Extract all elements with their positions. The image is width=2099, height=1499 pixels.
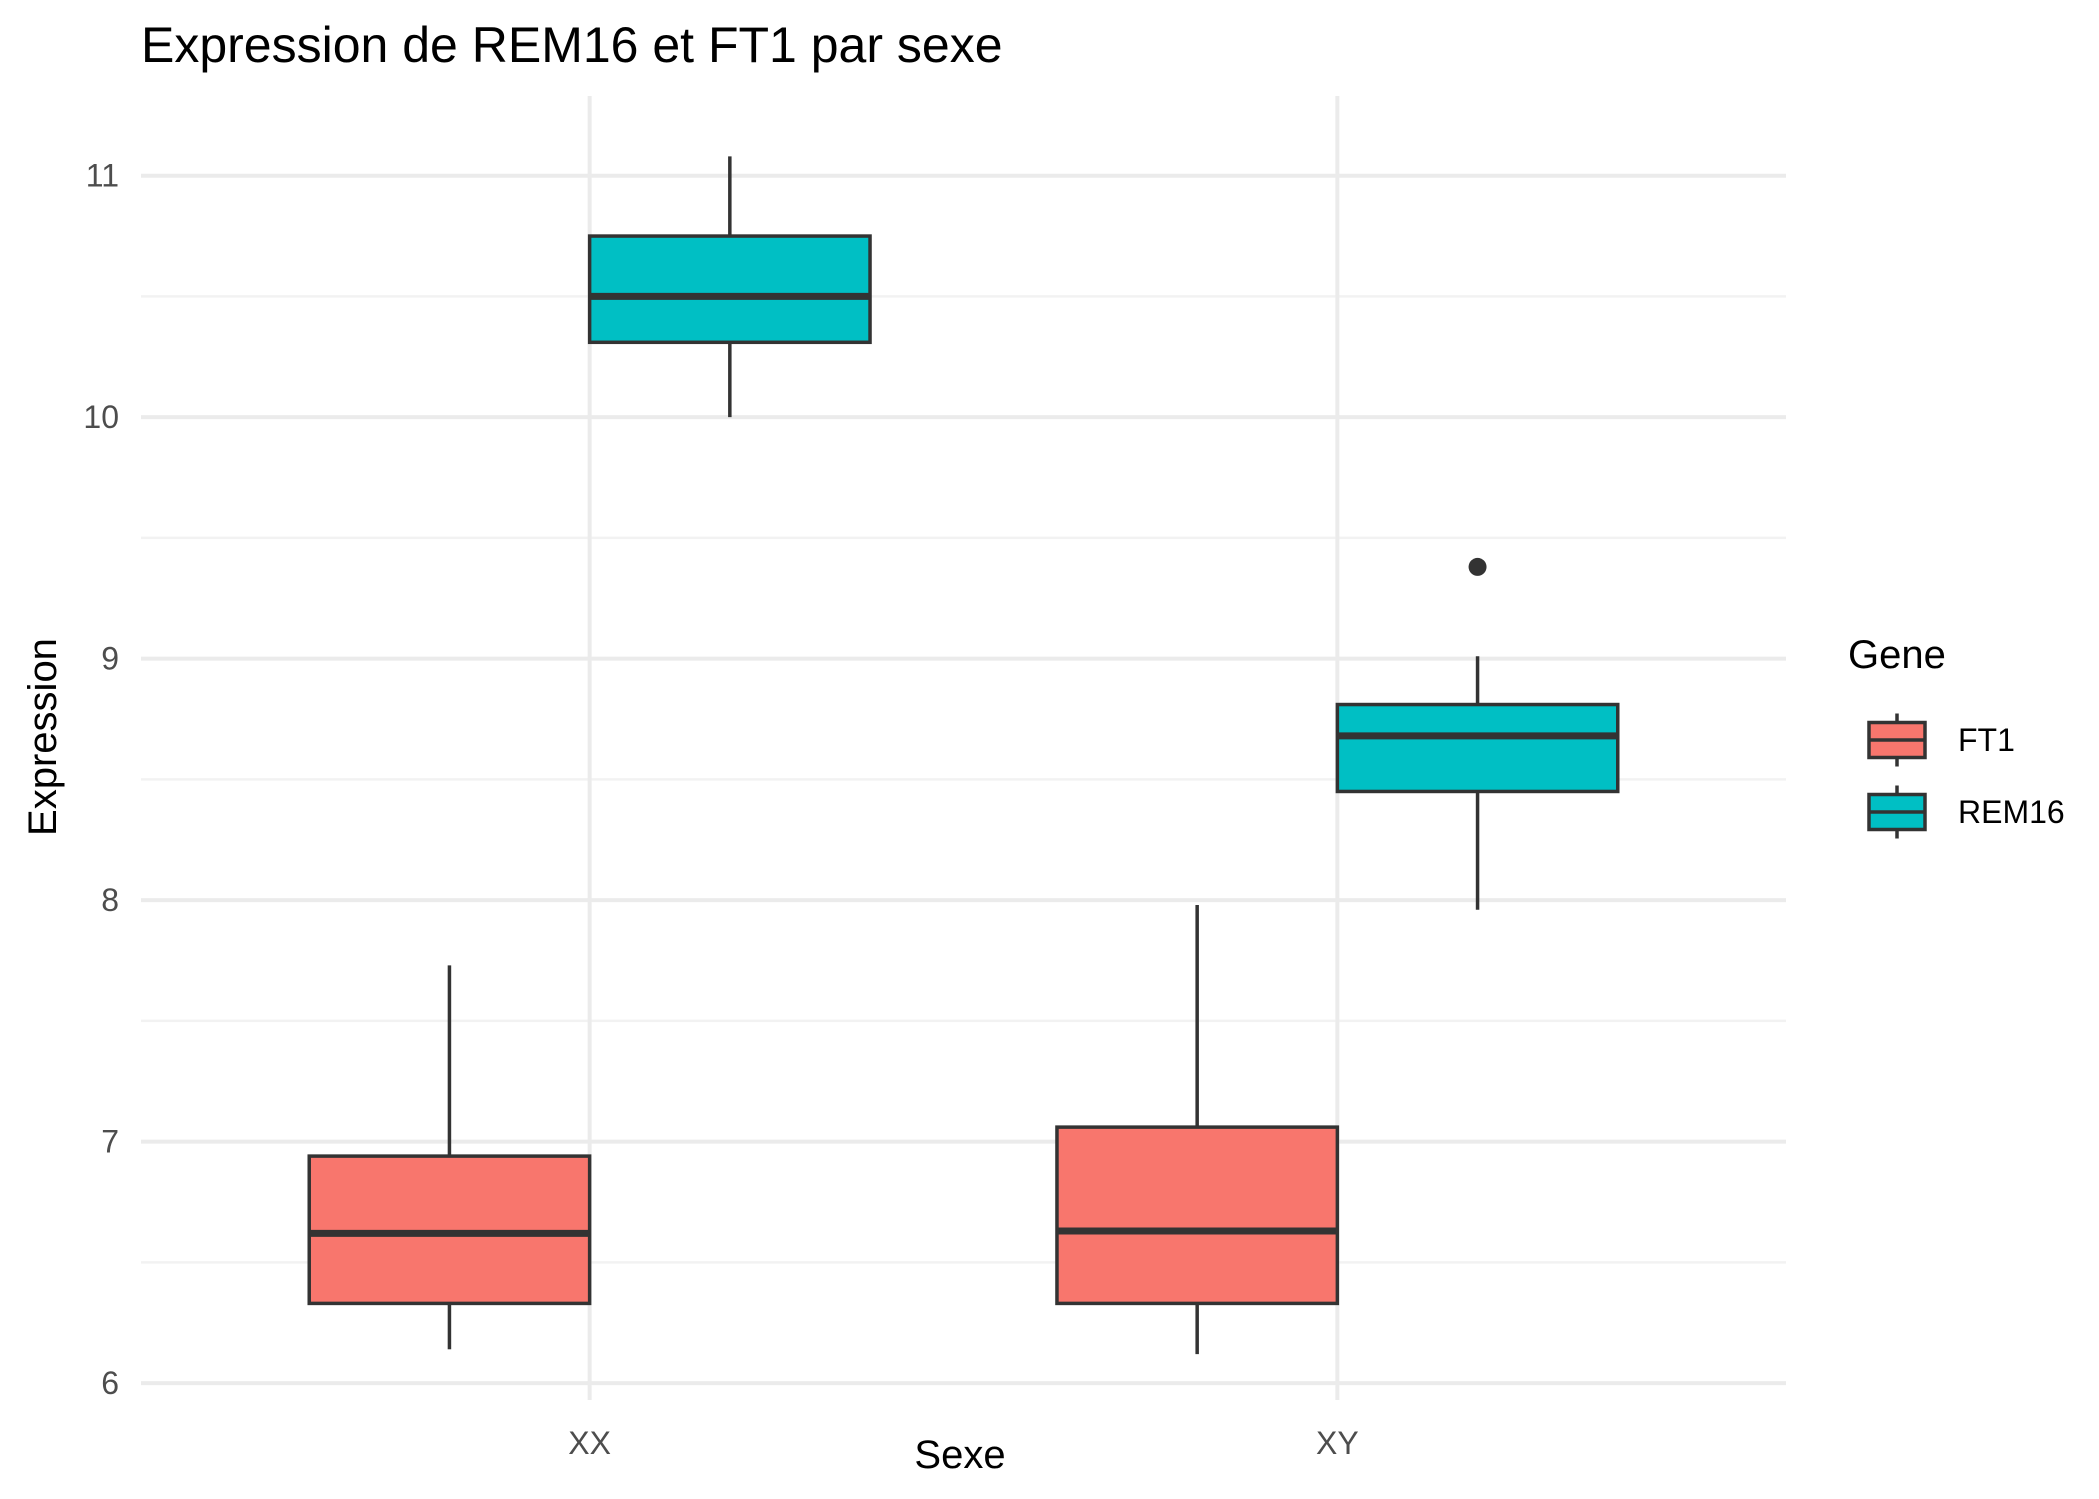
y-tick-label: 7 [101,1124,119,1160]
box-FT1-XY [1055,904,1340,1355]
y-tick-label: 9 [101,641,119,677]
box-body [587,234,872,345]
box-REM16-XX [587,156,872,418]
box-FT1-XX [307,965,592,1350]
boxes [307,156,1620,1355]
tick-labels: 6 7 8 9 10 11 XX XY [83,158,1358,1461]
grid [141,96,1786,1400]
legend-label: FT1 [1958,722,2015,758]
y-tick-label: 11 [86,158,119,194]
x-axis-title: Sexe [914,1433,1005,1477]
y-tick-label: 6 [101,1365,119,1401]
y-axis-title: Expression [21,638,65,836]
y-tick-label: 10 [83,399,119,435]
legend-item-FT1: FT1 [1867,713,2015,767]
box-body [1335,702,1620,794]
x-tick-label: XX [568,1425,611,1461]
chart-title: Expression de REM16 et FT1 par sexe [141,17,1003,73]
box-body [1055,1125,1340,1306]
legend: Gene FT1 REM16 [1848,633,2065,839]
legend-items: FT1 REM16 [1867,713,2065,839]
box-REM16-XY [1335,557,1620,910]
legend-item-REM16: REM16 [1867,785,2065,839]
legend-label: REM16 [1958,794,2065,830]
y-tick-label: 8 [101,882,119,918]
legend-title: Gene [1848,633,1946,677]
outlier-point [1468,557,1487,576]
x-tick-label: XY [1316,1425,1359,1461]
box-body [307,1154,592,1306]
